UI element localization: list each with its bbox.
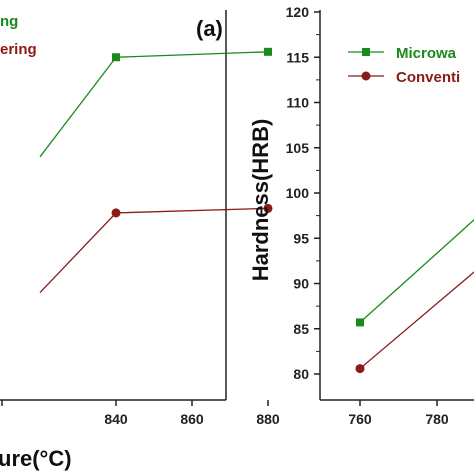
- panel-a-x-tick-label: 860: [180, 411, 204, 427]
- panel-b-y-tick-label: 80: [293, 366, 309, 382]
- legend-marker: [362, 48, 370, 56]
- panel-b-y-axis-label: Hardness(HRB): [248, 119, 273, 282]
- panel-b-y-tick-label: 115: [286, 49, 309, 65]
- panel-b-x-tick-label: 780: [425, 411, 449, 427]
- panel-b-series-line: [359, 271, 474, 370]
- legend-label: Microwa: [396, 45, 457, 62]
- panel-b-data-point: [355, 364, 365, 374]
- panel-b-x-tick-label: 760: [348, 411, 372, 427]
- panel-a-x-tick-label: 840: [104, 411, 128, 427]
- legend-label-microwave-a: ng: [0, 13, 18, 30]
- panel-a-data-point: [263, 203, 273, 213]
- panel-b-y-tick-label: 105: [286, 140, 310, 156]
- panel-b-series-line: [359, 219, 474, 323]
- legend-marker: [361, 71, 371, 81]
- legend-label-conventional-a: ering: [0, 41, 37, 58]
- panel-b-y-tick-label: 85: [293, 321, 309, 337]
- panel-b-y-tick-label: 120: [286, 4, 310, 20]
- panel-b-data-point: [356, 318, 364, 327]
- panel-a-series-line: [39, 51, 269, 158]
- panel-a-label: (a): [196, 16, 223, 41]
- panel-b: 80 85 90 95 100 105 110 115 120 760 780 Microwa Co…: [248, 4, 474, 427]
- panel-b-y-tick-label: 100: [286, 185, 310, 201]
- panel-a-x-axis-label: ure(°C): [0, 446, 72, 471]
- panel-a-x-tick-label: 880: [256, 411, 280, 427]
- panel-a-series-line: [39, 207, 269, 293]
- panel-a-data-point: [264, 47, 272, 56]
- panel-a-data-point: [112, 53, 120, 62]
- panel-a: 840 860 880 ng ering (a) ure(°C): [0, 10, 280, 471]
- panel-b-y-tick-label: 95: [293, 230, 309, 246]
- panel-b-y-tick-label: 90: [293, 276, 309, 292]
- legend-label: Conventi: [396, 69, 460, 86]
- panel-a-data-point: [111, 208, 121, 218]
- panel-b-y-tick-label: 110: [286, 95, 309, 111]
